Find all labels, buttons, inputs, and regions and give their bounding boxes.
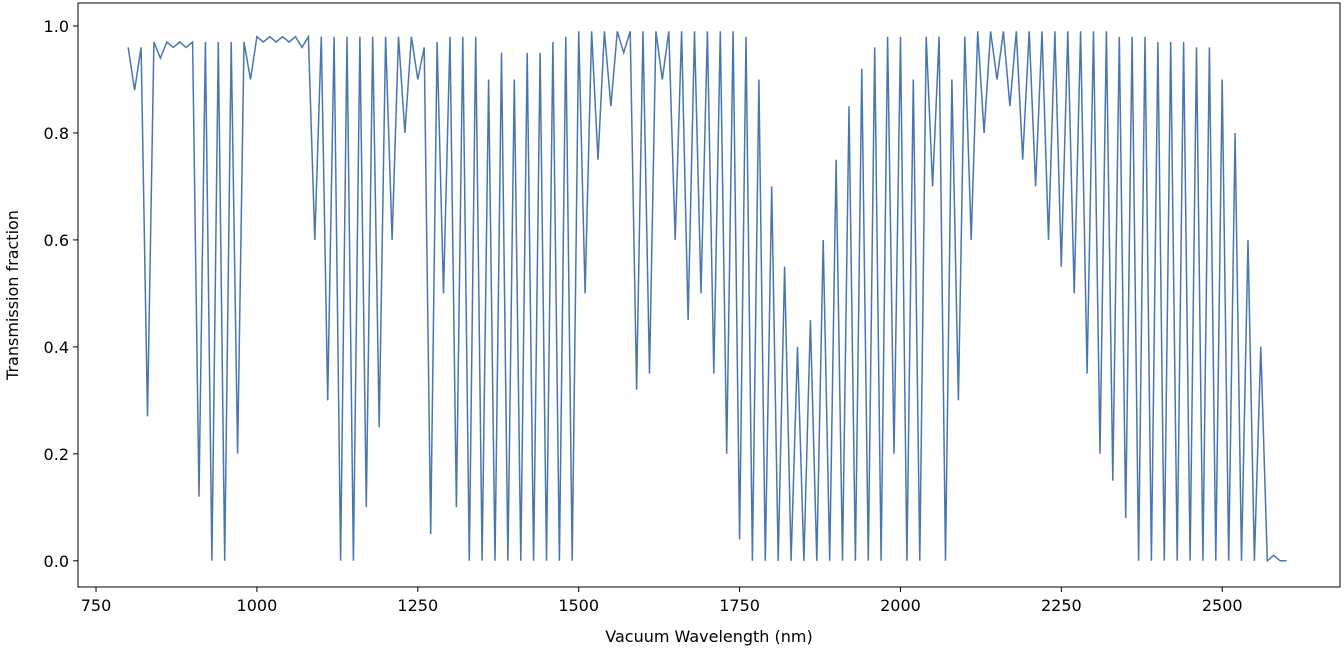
y-tick-label: 0.8 — [44, 124, 69, 143]
y-tick-label: 1.0 — [44, 17, 69, 36]
y-tick-label: 0.6 — [44, 231, 69, 250]
x-axis-label: Vacuum Wavelength (nm) — [605, 627, 812, 646]
x-tick-label: 1750 — [719, 596, 760, 615]
x-tick-label: 2000 — [880, 596, 921, 615]
x-tick-label: 2500 — [1202, 596, 1243, 615]
y-axis-label: Transmission fraction — [3, 210, 22, 381]
x-tick-label: 2250 — [1041, 596, 1082, 615]
y-tick-label: 0.0 — [44, 552, 69, 571]
x-tick-label: 750 — [81, 596, 112, 615]
y-tick-label: 0.4 — [44, 338, 69, 357]
x-tick-label: 1500 — [558, 596, 599, 615]
plot-frame — [77, 2, 1341, 588]
data-line — [127, 31, 1287, 563]
x-tick-label: 1000 — [237, 596, 278, 615]
x-tick-label: 1250 — [397, 596, 438, 615]
y-tick-label: 0.2 — [44, 445, 69, 464]
